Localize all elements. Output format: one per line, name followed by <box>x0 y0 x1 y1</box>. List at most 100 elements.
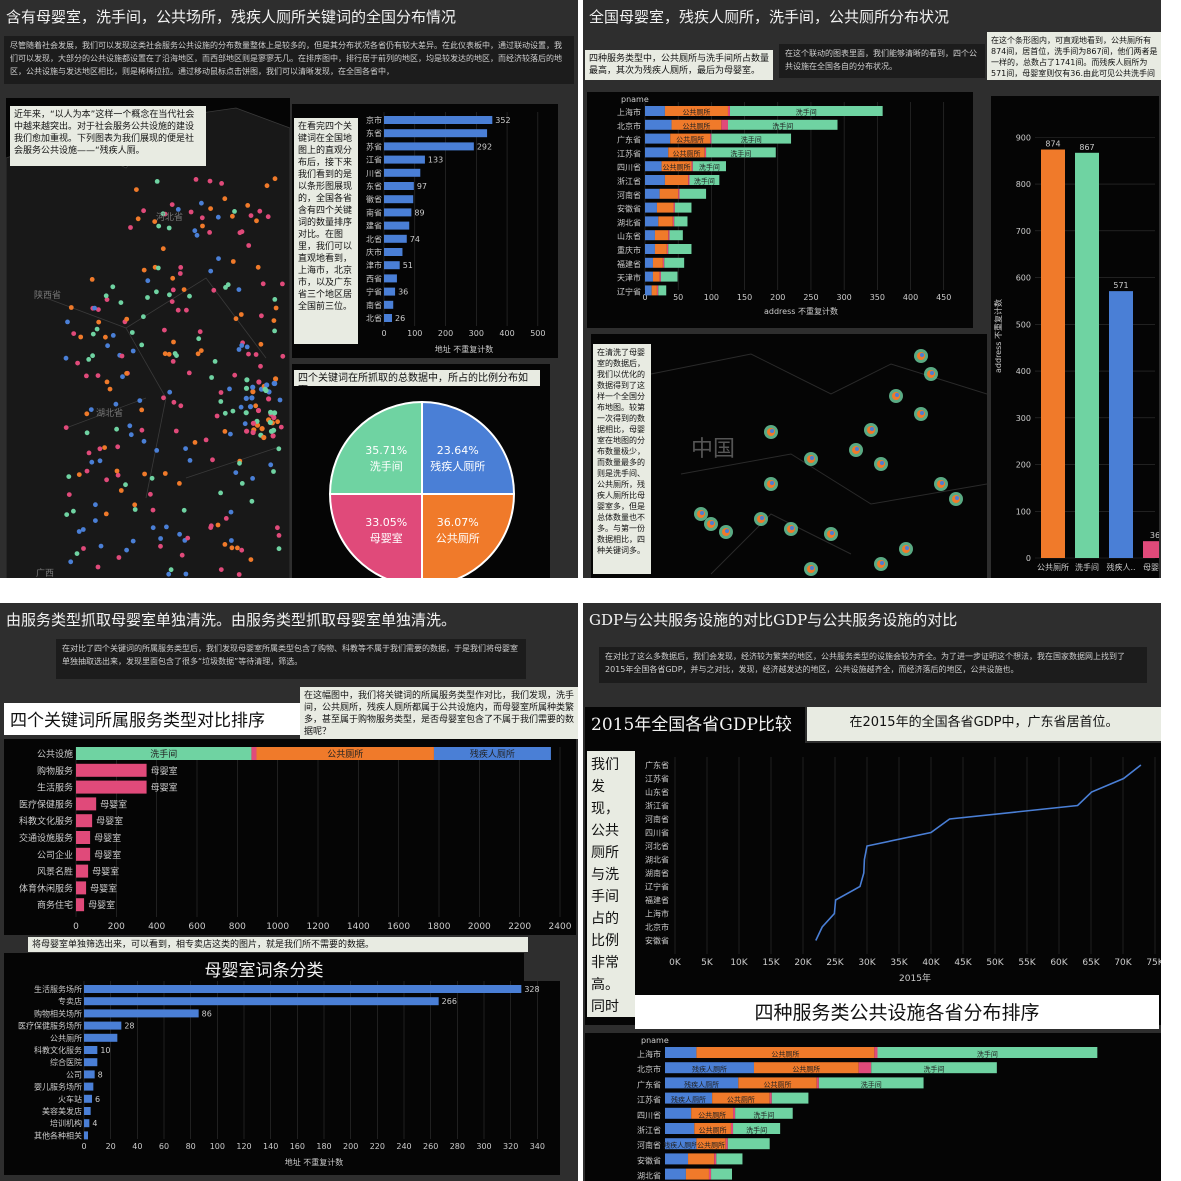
q4-gdp-svg: 0K 5K 10K 15K 20K 25K 30K 35K 40K 45K 50K 55K 60K 65K… <box>645 757 1161 984</box>
bar-segment <box>664 257 685 268</box>
dashboard-q2: 全国母婴室，残疾人厕所，洗手间，公共厕所分布状况 四种服务类型中，公共厕所与洗手… <box>583 0 1161 578</box>
map-dot <box>276 533 282 538</box>
map-dot <box>276 546 282 552</box>
category-label: 其他各种相关 <box>34 1130 82 1140</box>
map-dot <box>110 284 116 290</box>
map-dot <box>700 511 704 515</box>
q1-bar-chart[interactable]: 0 100 200 300 400 500 京市 352 东省 苏省 292 江省 133 川省 东省 97 徽… <box>292 104 558 358</box>
map-dot <box>98 543 104 549</box>
category-label: 江省 <box>366 155 382 165</box>
map-dot <box>230 213 235 219</box>
category-label: 山东省 <box>645 787 669 797</box>
map-dot <box>183 446 189 451</box>
q4-gdp-note: 在2015年的全国各省GDP中，广东省居首位。 <box>807 707 1161 741</box>
category-label: 北省 <box>366 313 382 323</box>
bar-segment <box>665 1092 713 1104</box>
category-label: 生活服务场所 <box>34 984 82 994</box>
map-dot <box>71 331 77 336</box>
q2-vbar-chart[interactable]: 0 100 200 300 400 500 600 700 800 900 address 不重复计… <box>991 96 1159 578</box>
map-dot <box>920 411 924 415</box>
map-dot <box>268 409 274 415</box>
q4-gdp-chart[interactable]: 0K 5K 10K 15K 20K 25K 30K 35K 40K 45K 50K 55K 60K 65K… <box>585 743 1161 1025</box>
map-dot <box>249 395 255 401</box>
bar-segment <box>645 271 653 282</box>
map-dot <box>272 410 278 416</box>
segment-label: 公共厕所 <box>698 1110 726 1119</box>
map-dot <box>239 229 245 235</box>
map-dot <box>244 377 250 383</box>
segment-label: 母婴室 <box>92 866 119 878</box>
value-label: 51 <box>403 261 413 270</box>
map-dot <box>255 407 262 414</box>
tick-label: 700 <box>1016 227 1031 236</box>
map-dot <box>81 546 86 551</box>
map-dot <box>170 359 176 364</box>
map-dot <box>255 264 261 270</box>
map-dot <box>104 297 110 302</box>
value-label: 867 <box>1079 143 1094 152</box>
q1-pie-chart[interactable]: 23.64% 残疾人厕所 36.07% 公共厕所 33.05% 母婴室 35.71% 洗手间 … <box>292 364 550 578</box>
map-dot <box>93 502 98 508</box>
bar-segment <box>645 244 655 254</box>
category-label: 专卖店 <box>58 996 82 1006</box>
q2-stacked-chart[interactable]: 0 50 100 150 200 250 300 350 400 450 pname 上海市 公共厕所洗… <box>587 92 973 328</box>
bar-segment <box>659 188 679 199</box>
segment-label: 母婴室 <box>100 798 127 810</box>
map-dot <box>141 267 147 273</box>
q3-muying-chart[interactable]: 0 20 40 60 80 100 120 140 160 180 200 220 240 260 280 3… <box>4 981 560 1175</box>
bar <box>384 116 493 124</box>
map-dot <box>272 297 278 302</box>
bar-segment <box>659 271 661 282</box>
bar-segment <box>651 285 657 296</box>
map-dot <box>173 428 179 434</box>
axis-label: address 不重复计数 <box>993 299 1003 373</box>
bar <box>384 261 400 270</box>
map-dot <box>216 256 221 261</box>
bar <box>384 129 488 138</box>
map-dot <box>196 336 202 342</box>
map-dot <box>93 518 98 523</box>
tick-label: 240 <box>396 1142 411 1151</box>
q2-map[interactable]: 中国 在清洗了母婴室的数据后，我们以优化的数据得到了这样一个全国分布地图。较第一… <box>591 334 987 578</box>
q2-stacked-svg: 0 50 100 150 200 250 300 350 400 450pname上海市 公共厕所洗… <box>617 95 951 316</box>
bar-segment <box>661 161 692 172</box>
q4-stacked-chart[interactable]: pname 上海市 公共厕所 洗手间 北京市 残疾人厕所 公共厕所 洗手间 广东省 残疾人厕所 公共… <box>585 1033 1161 1181</box>
map-dot <box>830 531 834 535</box>
bar-segment <box>668 147 705 158</box>
map-dot <box>175 207 181 212</box>
segment-label: 母婴室 <box>151 765 178 777</box>
map-dot <box>66 492 72 497</box>
map-dot <box>171 399 177 405</box>
bar-segment <box>670 133 711 144</box>
bar-segment <box>679 188 707 199</box>
axis-label: 2015年 <box>899 972 931 984</box>
map-dot <box>905 546 909 550</box>
bar-segment <box>645 133 671 144</box>
map-dot <box>219 181 225 186</box>
q3-service-chart[interactable]: 0 200 400 600 800 1000 1200 1400 1600 1800 2000 220… <box>4 739 576 935</box>
dashboard-q1: 含有母婴室，洗手间，公共场所，残疾人厕所关键词的全国分布情况 尽管随着社会发展，… <box>0 0 578 578</box>
map-dot <box>272 328 277 334</box>
slice-percent: 35.71% <box>365 444 407 457</box>
q1-map[interactable]: 陕西省 河北省 湖北省 广西 近年来，“以人为本”这样一个概念在当代社会中越来越… <box>6 98 290 578</box>
category-label: 宁省 <box>366 287 382 297</box>
map-dot <box>167 389 173 395</box>
map-dot <box>264 183 270 189</box>
map-dot <box>271 414 277 421</box>
bar-segment <box>645 216 659 227</box>
bar <box>84 1021 122 1030</box>
bar-segment <box>76 881 87 895</box>
map-dot <box>103 293 109 299</box>
map-dot <box>210 457 215 463</box>
map-dot <box>222 196 228 202</box>
pie-slice <box>421 400 516 495</box>
map-dot <box>66 474 72 479</box>
tick-label: 120 <box>236 1142 251 1151</box>
bar-segment <box>714 1153 717 1165</box>
map-dot <box>268 462 274 468</box>
bar-segment <box>665 1153 689 1165</box>
map-dot <box>275 525 280 531</box>
bar <box>384 221 410 230</box>
category-label: 天津市 <box>617 273 641 283</box>
bar-segment <box>664 175 689 185</box>
